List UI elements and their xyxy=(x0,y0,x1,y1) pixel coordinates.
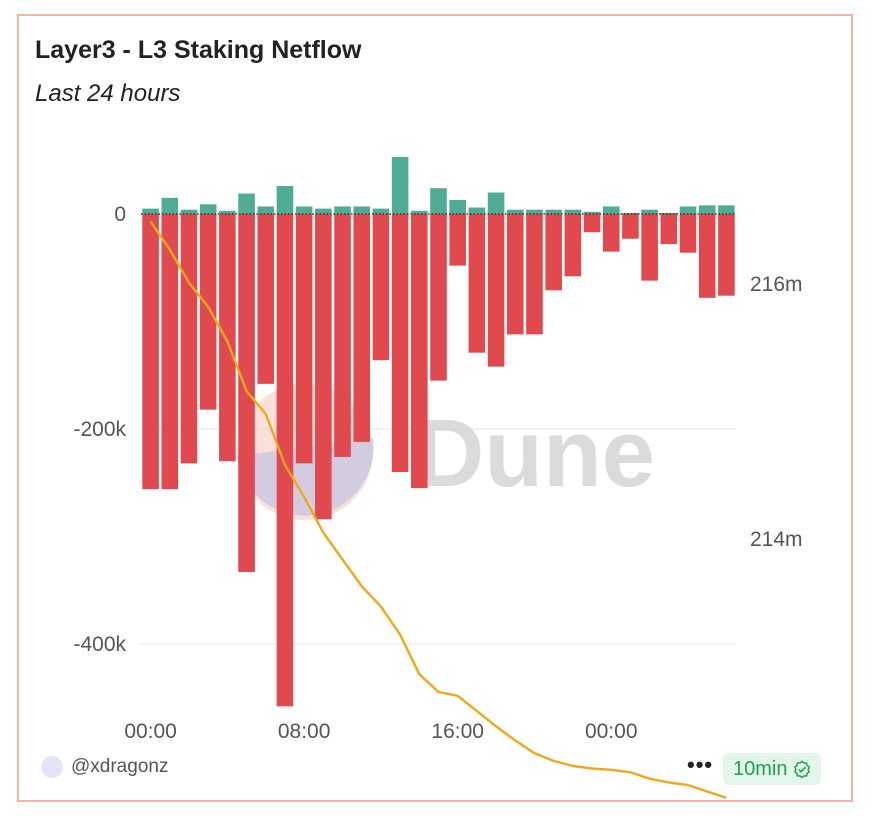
bar-outflow xyxy=(219,214,236,462)
bar-inflow xyxy=(487,192,505,214)
chart-title: Layer3 - L3 Staking Netflow xyxy=(35,36,362,64)
bar-outflow xyxy=(449,214,466,266)
bar-inflow xyxy=(564,209,582,214)
refresh-label: 10min xyxy=(733,757,788,780)
bar-inflow xyxy=(545,209,562,214)
bar-outflow xyxy=(334,214,351,457)
bar-outflow xyxy=(411,214,428,489)
bar-inflow xyxy=(199,204,217,214)
x-tick-label: 08:00 xyxy=(278,720,331,743)
bar-inflow xyxy=(506,209,524,214)
bar-inflow xyxy=(180,209,198,214)
bar-inflow xyxy=(295,206,313,214)
bar-inflow xyxy=(660,212,678,214)
author-username[interactable]: @xdragonz xyxy=(71,756,169,777)
bar-inflow xyxy=(238,193,255,214)
bar-outflow xyxy=(660,214,678,245)
bar-outflow xyxy=(180,214,198,464)
bar-outflow xyxy=(583,214,601,233)
y-left-tick-label: -400k xyxy=(73,633,126,656)
bar-inflow xyxy=(353,206,371,214)
avatar xyxy=(41,756,63,778)
more-icon[interactable]: ••• xyxy=(687,752,714,777)
bar-inflow xyxy=(142,208,159,214)
chart-card: Layer3 - L3 Staking Netflow Last 24 hour… xyxy=(17,14,853,802)
y-right-tick-label: 214m xyxy=(750,528,803,551)
bar-outflow xyxy=(199,214,217,410)
bar-outflow xyxy=(372,214,390,361)
x-tick-label: 00:00 xyxy=(124,720,177,743)
bar-inflow xyxy=(526,209,543,214)
bar-outflow xyxy=(679,214,697,253)
bar-outflow xyxy=(468,214,486,353)
bar-outflow xyxy=(238,214,255,572)
bar-outflow xyxy=(142,214,159,490)
bar-outflow xyxy=(161,214,179,490)
bar-inflow xyxy=(698,205,716,214)
bar-inflow xyxy=(622,212,639,214)
bar-inflow xyxy=(718,205,735,214)
bar-outflow xyxy=(430,214,447,381)
bar-inflow xyxy=(391,157,409,214)
bar-outflow xyxy=(698,214,716,298)
chart-subtitle: Last 24 hours xyxy=(35,80,181,107)
bar-inflow xyxy=(219,210,236,214)
balance-line xyxy=(149,220,727,799)
bar-outflow xyxy=(391,214,409,472)
bar-inflow xyxy=(334,206,351,214)
bar-outflow xyxy=(276,214,294,707)
y-left-tick-label: -200k xyxy=(73,418,126,441)
bar-outflow xyxy=(526,214,543,335)
bar-outflow xyxy=(487,214,505,367)
bar-inflow xyxy=(602,206,620,214)
bar-inflow xyxy=(468,207,486,214)
x-tick-label: 16:00 xyxy=(431,720,484,743)
x-tick-label: 00:00 xyxy=(585,720,638,743)
bar-outflow xyxy=(718,214,735,296)
bar-inflow xyxy=(411,210,428,214)
bar-outflow xyxy=(353,214,371,442)
bar-inflow xyxy=(583,211,601,214)
bar-outflow xyxy=(622,214,639,239)
refresh-badge[interactable]: 10min xyxy=(723,753,822,785)
dune-logo-shade xyxy=(237,438,374,516)
bar-inflow xyxy=(679,206,697,214)
bar-outflow xyxy=(506,214,524,335)
bar-outflow xyxy=(564,214,582,277)
bar-inflow xyxy=(161,197,179,214)
bar-inflow xyxy=(449,200,466,214)
y-right-tick-label: 216m xyxy=(750,273,803,296)
bar-outflow xyxy=(295,214,313,464)
dune-watermark-text: Dune xyxy=(415,400,655,507)
bar-outflow xyxy=(641,214,658,281)
check-badge-icon xyxy=(794,760,811,778)
bar-inflow xyxy=(641,209,658,214)
bar-outflow xyxy=(602,214,620,252)
bar-inflow xyxy=(276,186,294,214)
bar-outflow xyxy=(545,214,562,291)
y-left-tick-label: 0 xyxy=(114,203,126,226)
bar-outflow xyxy=(315,214,332,520)
bar-inflow xyxy=(372,208,390,214)
bar-inflow xyxy=(257,206,275,214)
author[interactable]: @xdragonz xyxy=(41,756,168,778)
bar-inflow xyxy=(315,208,332,214)
netflow-chart: Dune 0 -200k -400k 216m 214m 00:00 08:00 16:00 00… xyxy=(73,157,803,799)
bar-inflow xyxy=(430,188,447,214)
bar-outflow xyxy=(257,214,275,384)
